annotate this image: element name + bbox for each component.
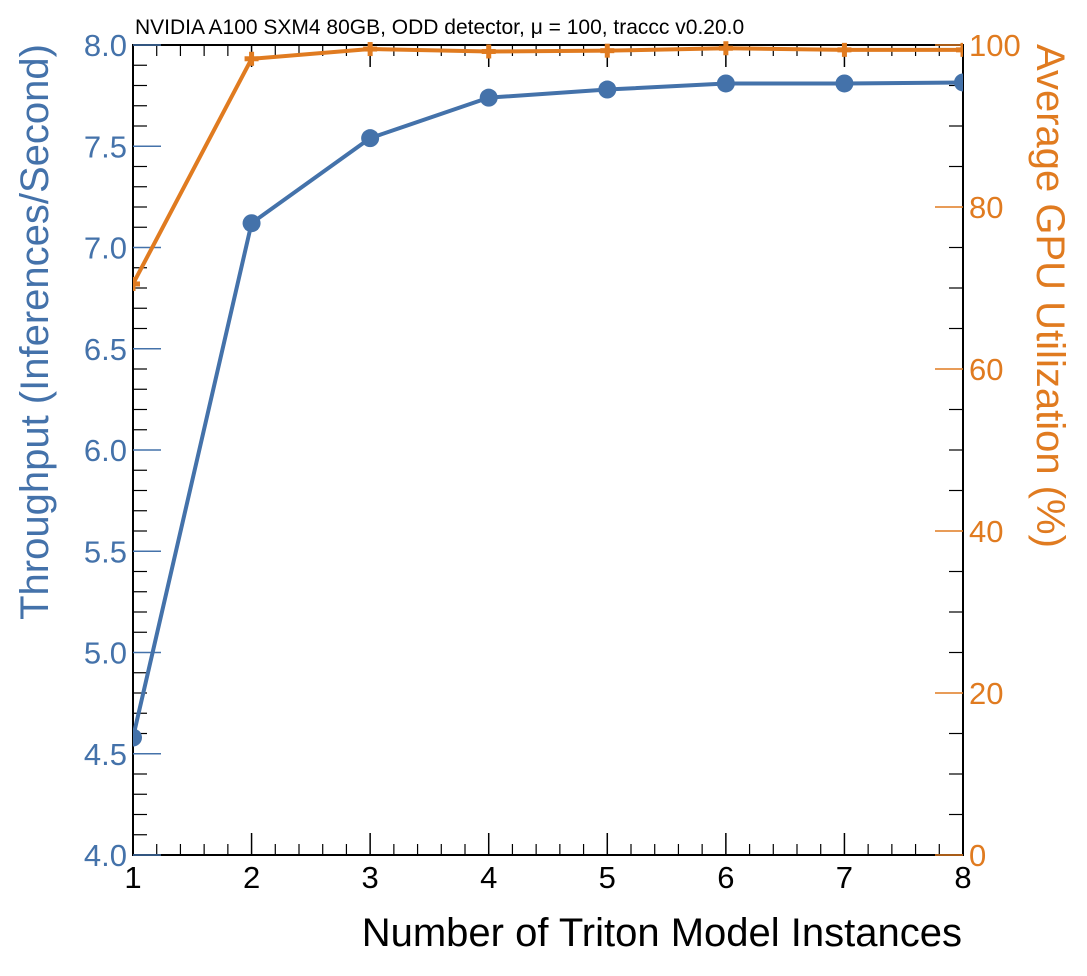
y-right-tick-label: 40 [969, 514, 1003, 549]
plus-v [249, 51, 255, 66]
data-point-left [479, 88, 498, 107]
y-left-tick-label: 7.5 [84, 129, 127, 164]
data-point-right [718, 41, 733, 56]
labels-layer: 1 2 3 4 5 6 7 8 4.0 4.5 5.0 5.5 6.0 6.5 7.0 7.5 8.0 0 20 40… [84, 28, 1021, 895]
series-left [133, 73, 963, 747]
data-point-right [244, 51, 259, 66]
y-left-tick-label: 5.5 [84, 534, 127, 569]
y-left-tick-label: 5.0 [84, 636, 127, 671]
y-right-tick-label: 0 [969, 838, 986, 873]
series-right [133, 41, 963, 291]
x-tick-label: 6 [717, 860, 734, 895]
y-left-tick-label: 6.5 [84, 332, 127, 367]
data-point-left [598, 80, 617, 99]
data-point-right [600, 43, 615, 58]
x-tick-label: 7 [836, 860, 853, 895]
plus-v [723, 41, 729, 56]
series-line-left [133, 80, 963, 738]
data-point-left [954, 73, 963, 92]
plus-v [960, 42, 963, 57]
data-point-left [361, 129, 380, 148]
plus-v [133, 276, 136, 291]
x-tick-label: 2 [243, 860, 260, 895]
data-point-right [481, 44, 496, 59]
data-point-left [716, 74, 735, 93]
y-left-tick-label: 8.0 [84, 28, 127, 63]
data-point-right [956, 42, 963, 57]
x-axis-label: Number of Triton Model Instances [362, 911, 962, 955]
y-left-tick-label: 4.5 [84, 737, 127, 772]
data-point-left [835, 74, 854, 93]
y-right-tick-label: 80 [969, 190, 1003, 225]
chart-title: NVIDIA A100 SXM4 80GB, ODD detector, μ =… [135, 16, 744, 39]
y-left-tick-label: 6.0 [84, 433, 127, 468]
plus-v [841, 42, 847, 57]
data-point-left [242, 214, 261, 233]
plus-v [367, 42, 373, 57]
y-axis-left-label: Throughput (Inferences/Second) [13, 44, 57, 620]
data-point-right [837, 42, 852, 57]
y-right-tick-label: 20 [969, 676, 1003, 711]
data-point-right [133, 276, 140, 291]
series-layer [133, 41, 963, 747]
plus-h [133, 281, 140, 287]
plus-v [486, 44, 492, 59]
x-tick-label: 3 [362, 860, 379, 895]
y-left-tick-label: 7.0 [84, 231, 127, 266]
data-point-right [363, 42, 378, 57]
series-line-right [133, 46, 963, 285]
x-tick-label: 8 [954, 860, 971, 895]
data-point-left [133, 728, 142, 747]
x-tick-label: 4 [480, 860, 497, 895]
y-right-tick-label: 100 [969, 28, 1021, 63]
plus-h [956, 47, 963, 53]
y-right-tick-label: 60 [969, 352, 1003, 387]
y-axis-right-label: Average GPU Utilization (%) [1028, 44, 1072, 548]
plus-v [604, 43, 610, 58]
y-left-tick-label: 4.0 [84, 838, 127, 873]
x-tick-label: 5 [599, 860, 616, 895]
x-tick-label: 1 [124, 860, 141, 895]
